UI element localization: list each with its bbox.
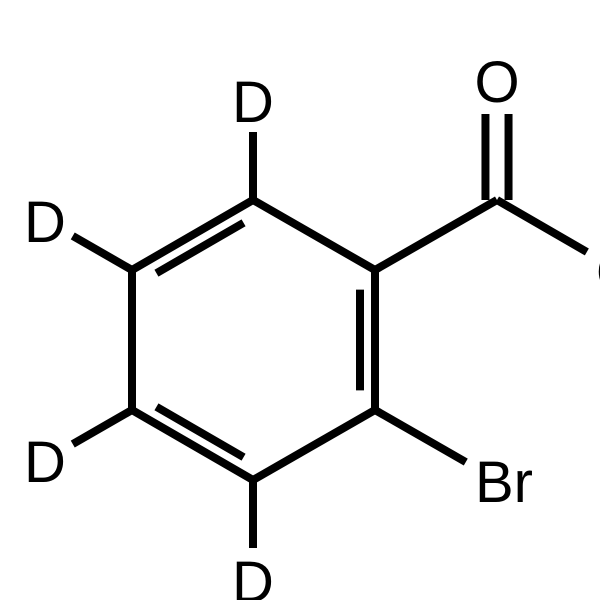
atom-label: O [474, 50, 519, 115]
atom-label: D [232, 550, 274, 600]
bond [253, 410, 375, 480]
bond [375, 200, 497, 270]
bond [132, 200, 253, 270]
atom-label: Br [475, 450, 533, 515]
atom-label: D [24, 190, 66, 255]
bond [375, 410, 466, 462]
atom-label: D [232, 70, 274, 135]
bond [73, 236, 132, 270]
chemical-structure-diagram: O OH Br D D D D [0, 0, 600, 600]
atom-label: OH [596, 240, 600, 305]
bond [73, 410, 132, 444]
bond [253, 200, 375, 270]
bond [132, 410, 253, 480]
atom-label: D [24, 430, 66, 495]
bond [497, 200, 587, 252]
